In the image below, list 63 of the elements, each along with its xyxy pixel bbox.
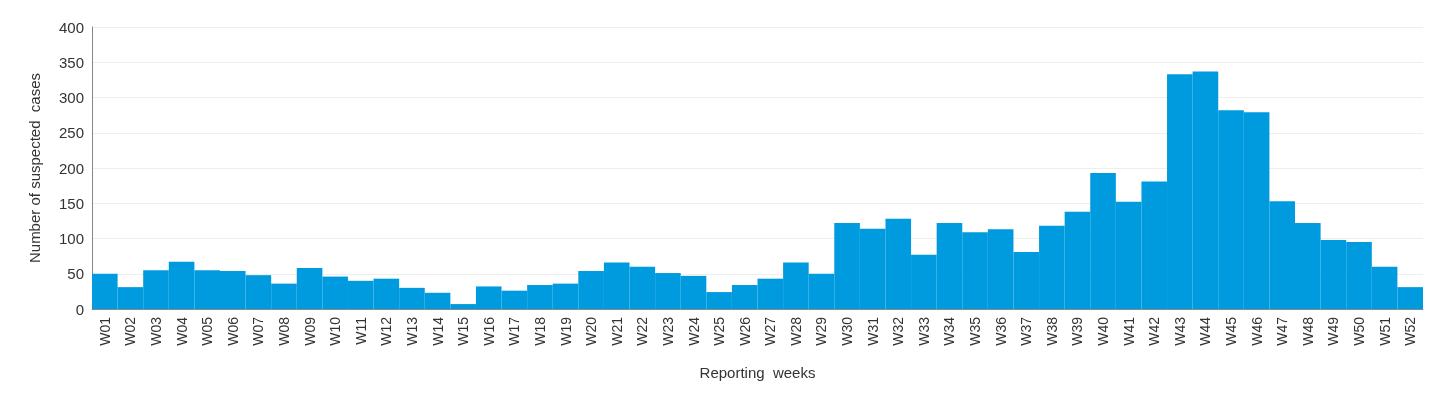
x-tick-label: W31 — [864, 316, 881, 346]
x-tick-label: W10 — [327, 316, 344, 346]
x-tick-label: W29 — [813, 316, 830, 346]
x-tick-label: W50 — [1351, 316, 1368, 346]
x-tick-label: W27 — [762, 316, 779, 346]
y-tick-label: 100 — [58, 230, 84, 247]
x-tick-label: W38 — [1043, 316, 1060, 346]
x-tick-label: W52 — [1402, 316, 1419, 346]
x-tick-label: W34 — [941, 316, 958, 346]
x-tick-label: W42 — [1146, 316, 1163, 346]
x-tick-label: W12 — [378, 316, 395, 346]
x-tick-label: W43 — [1171, 316, 1188, 346]
x-tick-label: W40 — [1095, 316, 1112, 346]
x-tick-label: W26 — [736, 316, 753, 346]
x-tick-label: W23 — [659, 316, 676, 346]
x-tick-label: W39 — [1069, 316, 1086, 346]
y-axis-title: Number of suspected cases — [26, 72, 43, 264]
x-tick-label: W20 — [583, 316, 600, 346]
y-tick-label: 50 — [67, 265, 84, 283]
x-tick-label: W06 — [224, 316, 241, 346]
x-tick-label: W32 — [890, 316, 907, 346]
y-tick-label: 250 — [58, 124, 84, 142]
x-tick-label: W37 — [1018, 316, 1035, 346]
x-axis-title: Reporting weeks — [699, 364, 816, 381]
x-tick-label: W15 — [455, 316, 472, 346]
x-tick-label: W08 — [275, 316, 292, 346]
x-tick-label: W18 — [531, 316, 548, 346]
y-tick-label: 350 — [58, 53, 84, 71]
x-tick-label: W36 — [992, 316, 1009, 346]
x-tick-label: W46 — [1248, 316, 1265, 346]
x-tick-label: W13 — [403, 316, 420, 346]
x-tick-label: W19 — [557, 316, 574, 346]
x-tick-label: W21 — [608, 316, 625, 346]
y-tick-label: 400 — [58, 18, 84, 36]
y-tick-label: 150 — [58, 194, 84, 212]
x-tick-label: W04 — [173, 316, 190, 346]
x-tick-label: W07 — [250, 316, 267, 346]
x-tick-label: W01 — [96, 316, 113, 346]
x-tick-label: W17 — [506, 316, 523, 346]
x-tick-label: W45 — [1223, 316, 1240, 346]
x-tick-label: W11 — [352, 316, 369, 345]
x-tick-label: W44 — [1197, 316, 1214, 346]
x-tick-label: W22 — [634, 316, 651, 346]
x-tick-label: W28 — [787, 316, 804, 346]
x-tick-label: W30 — [839, 316, 856, 346]
x-tick-label: W03 — [147, 316, 164, 346]
x-tick-label: W14 — [429, 316, 446, 346]
x-tick-label: W47 — [1274, 316, 1291, 346]
x-tick-label: W25 — [711, 316, 728, 346]
x-tick-label: W05 — [199, 316, 216, 346]
y-tick-label: 200 — [58, 159, 84, 177]
x-tick-label: W48 — [1299, 316, 1316, 346]
y-tick-label: 0 — [75, 300, 84, 318]
x-tick-label: W51 — [1376, 316, 1393, 346]
x-tick-label: W24 — [685, 316, 702, 346]
x-tick-label: W02 — [122, 316, 139, 346]
x-tick-label: W49 — [1325, 316, 1342, 346]
x-tick-label: W16 — [480, 316, 497, 346]
x-tick-label: W41 — [1120, 316, 1137, 346]
y-tick-label: 300 — [58, 89, 84, 106]
x-tick-label: W09 — [301, 316, 318, 346]
x-tick-label: W35 — [967, 316, 984, 346]
x-tick-label: W33 — [915, 316, 932, 346]
